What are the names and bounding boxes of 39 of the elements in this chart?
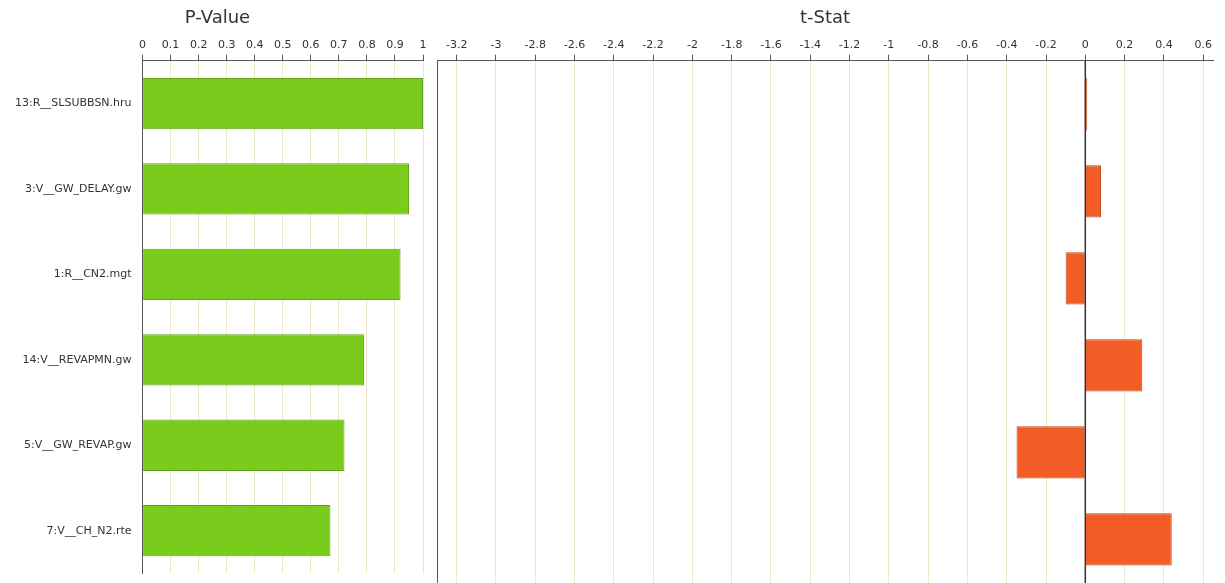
x-tick-label: -0.8 [917, 38, 939, 52]
x-tick-label: -1.4 [799, 38, 821, 52]
x-tick-label: 0.9 [386, 38, 404, 52]
y-tick-label: 7:V__CH_N2.rte [46, 523, 132, 537]
y-tick-label: 14:V__REVAPMN.gw [22, 352, 132, 366]
x-tick-label: -2.2 [642, 38, 664, 52]
x-tick-label: 0.1 [161, 38, 180, 52]
x-tick-label: -0.4 [995, 38, 1018, 52]
x-tick-label: -2 [686, 38, 698, 52]
y-tick-label: 3:V__GW_DELAY.gw [24, 181, 132, 195]
x-tick-label: -1.8 [720, 38, 743, 52]
chart-title: t-Stat [799, 6, 851, 28]
x-tick-label: -1.2 [838, 38, 861, 52]
x-tick-label: -2.6 [563, 38, 586, 52]
x-tick-label: 1 [419, 38, 427, 52]
x-tick-label: 0.7 [330, 38, 348, 52]
x-tick-label: 0 [139, 38, 147, 52]
x-tick-label: -2.4 [603, 38, 625, 52]
x-tick-label: -3.2 [445, 38, 468, 52]
x-tick-label: 0.6 [1194, 38, 1212, 52]
x-tick-label: -1.6 [760, 38, 782, 52]
x-tick-label: 0.2 [1115, 38, 1134, 52]
y-tick-label: 5:V__GW_REVAP.gw [24, 438, 132, 452]
y-tick-label: 13:R__SLSUBBSN.hru [14, 96, 132, 110]
x-tick-label: 0.2 [189, 38, 208, 52]
x-tick-label: 0.8 [358, 38, 376, 52]
x-tick-label: -0.6 [956, 38, 979, 52]
x-tick-label: -1 [883, 38, 895, 52]
x-tick-label: 0.5 [274, 38, 292, 52]
x-tick-label: -0.2 [1035, 38, 1057, 52]
x-tick-label: 0.4 [1155, 38, 1173, 52]
x-tick-label: 0.3 [217, 38, 236, 52]
y-tick-label: 1:R__CN2.mgt [53, 267, 133, 281]
chart-title: P-Value [184, 6, 251, 28]
x-tick-label: -2.8 [524, 38, 546, 52]
x-tick-label: 0 [1081, 38, 1089, 52]
x-tick-label: 0.4 [245, 38, 264, 52]
x-tick-label: -3 [490, 38, 502, 52]
x-tick-label: 0.6 [302, 38, 320, 52]
